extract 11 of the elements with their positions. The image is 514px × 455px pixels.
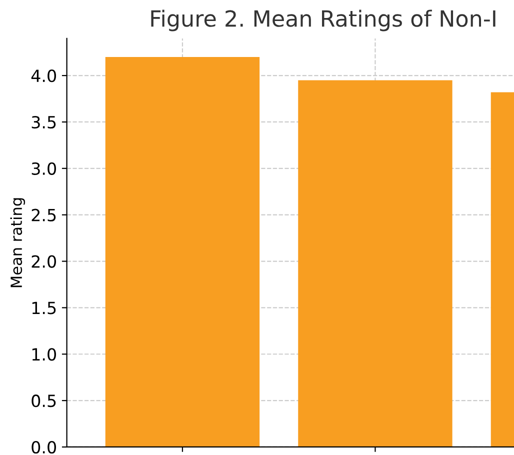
y-axis-title: Mean rating (10, 198, 26, 288)
y-tick-label: 4.0 (31, 70, 56, 82)
y-tick-label: 0.0 (32, 440, 56, 454)
y-tick-label: 2.5 (32, 208, 56, 222)
y-tick-label: 0.5 (32, 394, 56, 408)
y-tick-label: 1.5 (32, 302, 56, 314)
y-tick-label: 3.5 (32, 116, 56, 129)
y-tick-label: 2.0 (32, 255, 56, 268)
chart-title: Figure 2. Mean Ratings of Non-I (151, 10, 496, 32)
y-tick-label: 3.0 (32, 162, 56, 175)
y-tick-label: 1.0 (32, 348, 56, 361)
